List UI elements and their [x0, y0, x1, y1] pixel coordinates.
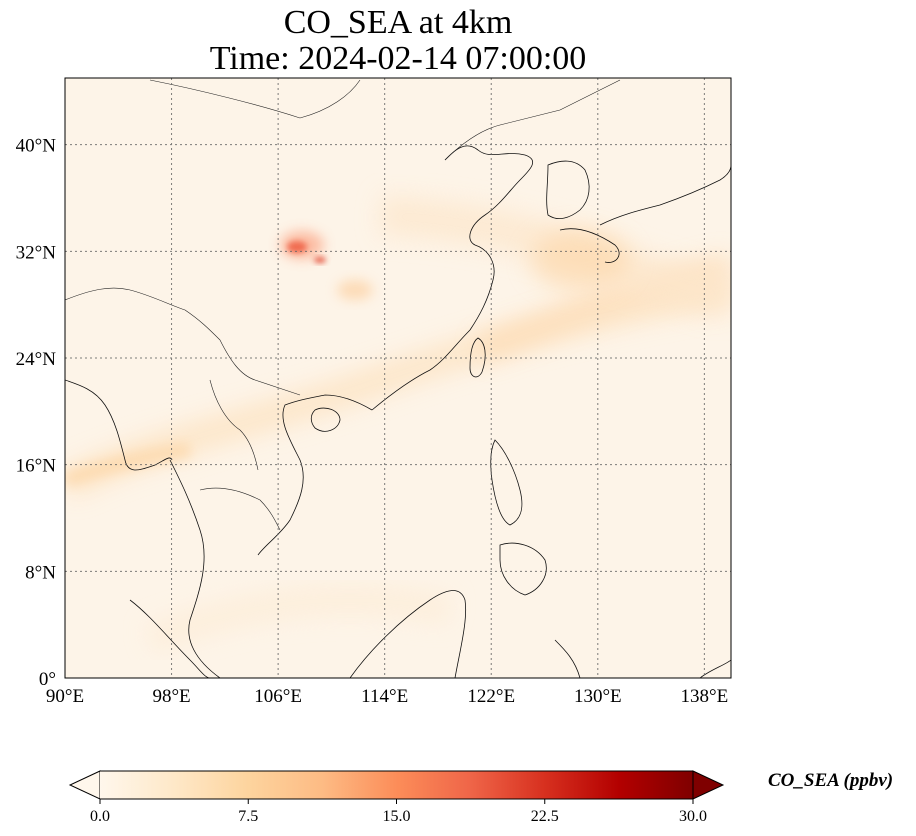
- lon-tick-label: 98°E: [152, 686, 190, 707]
- coastline-japan-south: [559, 228, 620, 263]
- lon-tick-label: 130°E: [574, 686, 622, 707]
- coastline-korea: [546, 160, 590, 220]
- colorbar-ticks: 0.0 7.5 15.0 22.5 30.0: [90, 799, 707, 825]
- coastline-japan-north: [599, 164, 731, 226]
- map-frame: [64, 77, 732, 679]
- border-mongolia: [149, 79, 361, 119]
- lon-tick-label: 90°E: [46, 686, 84, 707]
- latitude-tick-labels: 0° 8°N 16°N 24°N 32°N 40°N: [16, 136, 57, 690]
- coastline-myanmar: [65, 379, 173, 471]
- lat-tick-label: 24°N: [16, 349, 57, 370]
- colorbar-tick-label: 7.5: [238, 808, 258, 825]
- hotspot-core: [287, 241, 307, 253]
- colorbar-tick-label: 0.0: [90, 808, 110, 825]
- border-china-south: [65, 287, 301, 396]
- coastline-sumatra: [129, 599, 211, 678]
- lon-tick-label: 138°E: [681, 686, 729, 707]
- coastline-sulawesi: [554, 639, 581, 678]
- colorbar-tick-label: 30.0: [679, 808, 707, 825]
- colorbar-tick-label: 22.5: [531, 808, 559, 825]
- lon-tick-label: 114°E: [361, 686, 408, 707]
- plume-secondary: [337, 280, 373, 300]
- coastline-mindanao: [499, 542, 547, 596]
- coastlines: [65, 145, 731, 678]
- coastline-borneo: [349, 590, 467, 678]
- map-title: CO_SEA at 4km: [283, 4, 513, 41]
- border-china-northeast: [444, 79, 621, 161]
- hotspot-secondary: [314, 257, 326, 263]
- longitude-tick-labels: 90°E 98°E 106°E 114°E 122°E 130°E 138°E: [46, 686, 728, 707]
- coastline-hainan: [310, 407, 341, 432]
- colorbar-extend-min: [68, 770, 101, 800]
- coastline-new-guinea: [699, 659, 731, 678]
- country-borders: [65, 79, 621, 531]
- map-plot-area: [65, 78, 731, 678]
- coastline-vietnam: [257, 394, 373, 556]
- colorbar-extend-max: [692, 770, 725, 800]
- coastline-taiwan: [469, 337, 486, 378]
- colorbar-title: CO_SEA (ppbv): [768, 770, 894, 791]
- gridlines: [65, 78, 731, 678]
- coastline-malay-peninsula: [169, 459, 221, 678]
- colorbar: 0.0 7.5 15.0 22.5 30.0: [68, 770, 725, 825]
- border-cambodia: [199, 487, 281, 531]
- plume-japan-area: [530, 230, 630, 290]
- lon-tick-label: 106°E: [254, 686, 302, 707]
- coastline-luzon: [490, 439, 523, 526]
- colorbar-tick-label: 15.0: [383, 808, 411, 825]
- lat-tick-label: 16°N: [16, 456, 57, 477]
- lat-tick-label: 8°N: [25, 562, 56, 583]
- lon-tick-label: 122°E: [467, 686, 515, 707]
- lat-tick-label: 40°N: [16, 136, 57, 157]
- coastline-china-east: [371, 145, 534, 411]
- plume-band-west: [65, 443, 191, 487]
- map-subtitle-time: Time: 2024-02-14 07:00:00: [209, 40, 587, 77]
- lat-tick-label: 0°: [39, 669, 56, 690]
- border-laos: [209, 379, 259, 471]
- lat-tick-label: 32°N: [16, 242, 57, 263]
- colorbar-gradient: [100, 771, 693, 799]
